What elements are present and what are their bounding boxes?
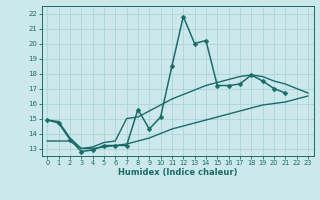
- X-axis label: Humidex (Indice chaleur): Humidex (Indice chaleur): [118, 168, 237, 177]
